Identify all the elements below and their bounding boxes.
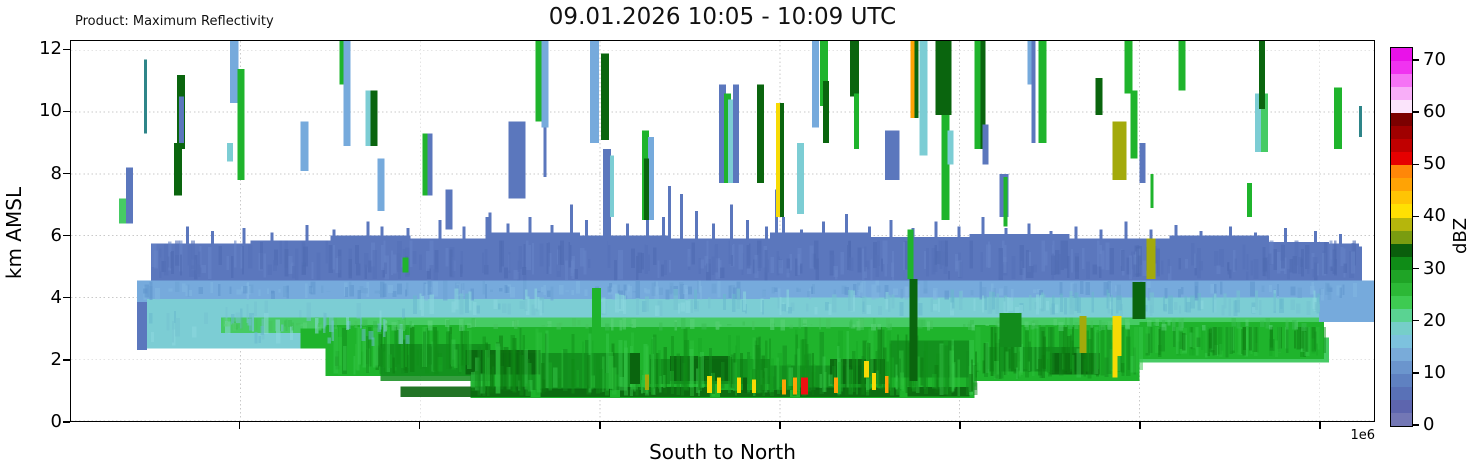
y-tick-label: 6 [50, 224, 62, 246]
y-tick-label: 4 [50, 286, 62, 308]
colorbar-tick-mark [1413, 163, 1419, 165]
colorbar-segment [1391, 178, 1412, 192]
colorbar-segment [1391, 412, 1412, 426]
colorbar [1390, 47, 1413, 427]
colorbar-label: dBZ [1450, 217, 1471, 255]
colorbar-segment [1391, 126, 1412, 140]
colorbar-segment [1391, 87, 1412, 101]
colorbar-segment [1391, 321, 1412, 335]
y-tick-label: 10 [39, 100, 62, 122]
y-tick-label: 12 [39, 38, 62, 60]
colorbar-tick-label: 50 [1423, 153, 1446, 175]
colorbar-tick-mark [1413, 215, 1419, 218]
plot-area [70, 40, 1375, 422]
y-tick-mark [63, 421, 70, 423]
colorbar-segment [1391, 113, 1412, 127]
x-tick-mark [238, 422, 241, 429]
colorbar-tick-mark [1413, 320, 1419, 322]
y-tick-mark [63, 359, 70, 361]
reflectivity-heatmap [71, 41, 1374, 421]
colorbar-segment [1391, 48, 1412, 62]
colorbar-segment [1391, 152, 1412, 166]
colorbar-segment [1391, 282, 1412, 296]
colorbar-segment [1391, 334, 1412, 348]
y-tick-mark [63, 297, 70, 299]
colorbar-tick-mark [1413, 111, 1419, 113]
y-tick-label: 2 [50, 348, 62, 370]
x-axis-offset-label: 1e6 [1350, 428, 1375, 443]
colorbar-segment [1391, 165, 1412, 179]
colorbar-segment [1391, 217, 1412, 231]
colorbar-segment [1391, 347, 1412, 361]
colorbar-tick-mark [1413, 372, 1419, 374]
colorbar-segment [1391, 204, 1412, 218]
colorbar-tick-mark [1413, 424, 1419, 426]
colorbar-segment [1391, 61, 1412, 75]
x-tick-mark [1139, 422, 1141, 429]
y-tick-mark [63, 110, 70, 113]
colorbar-tick-label: 0 [1423, 414, 1435, 435]
colorbar-segment [1391, 295, 1412, 309]
colorbar-segment [1391, 386, 1412, 400]
colorbar-segment [1391, 74, 1412, 88]
colorbar-segment [1391, 360, 1412, 374]
colorbar-tick-label: 70 [1423, 49, 1446, 71]
colorbar-segment [1391, 191, 1412, 205]
x-tick-mark [419, 422, 421, 429]
y-tick-label: 8 [50, 162, 62, 184]
colorbar-segment [1391, 100, 1412, 114]
y-tick-label: 0 [50, 411, 62, 432]
colorbar-segment [1391, 243, 1412, 257]
colorbar-segment [1391, 399, 1412, 413]
colorbar-tick-mark [1413, 267, 1419, 270]
colorbar-tick-label: 60 [1423, 101, 1446, 123]
chart-title: 09.01.2026 10:05 - 10:09 UTC [548, 4, 897, 30]
product-label: Product: Maximum Reflectivity [75, 14, 274, 29]
colorbar-tick-label: 10 [1423, 361, 1446, 383]
colorbar-tick-label: 40 [1423, 205, 1446, 227]
x-tick-mark [599, 422, 601, 429]
x-tick-mark [1319, 422, 1321, 429]
x-axis-label: South to North [649, 440, 796, 464]
colorbar-segment [1391, 308, 1412, 322]
colorbar-segment [1391, 230, 1412, 244]
y-tick-mark [63, 172, 70, 175]
colorbar-segment [1391, 139, 1412, 153]
colorbar-tick-label: 30 [1423, 257, 1446, 279]
colorbar-segment [1391, 373, 1412, 387]
x-tick-mark [959, 422, 961, 429]
y-tick-mark [63, 48, 70, 50]
y-tick-mark [63, 234, 70, 237]
colorbar-tick-mark [1413, 59, 1419, 61]
colorbar-segment [1391, 256, 1412, 270]
colorbar-tick-label: 20 [1423, 309, 1446, 331]
colorbar-segment [1391, 269, 1412, 283]
x-tick-mark [779, 422, 781, 429]
